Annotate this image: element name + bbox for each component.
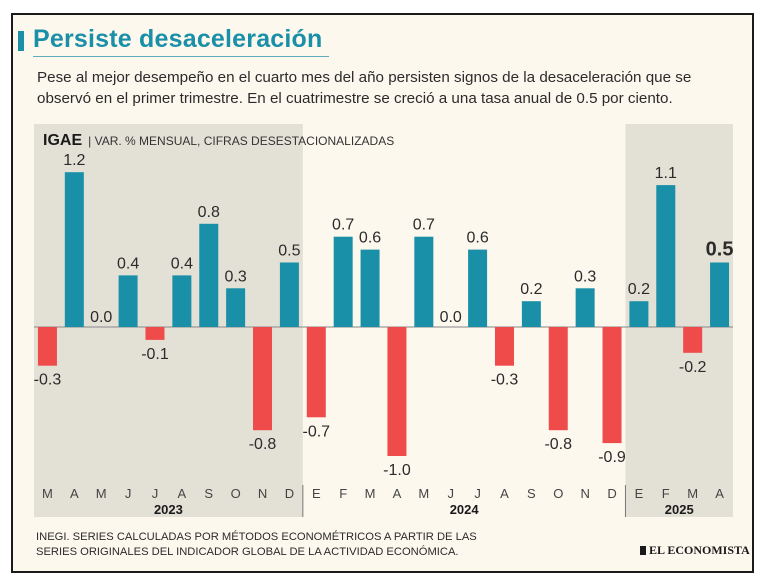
year-label-2023: 2023 — [154, 502, 183, 517]
bar-23 — [656, 185, 676, 327]
month-label-3: J — [125, 486, 132, 501]
bar-8 — [253, 327, 273, 431]
value-label-13: -1.0 — [383, 462, 411, 479]
bar-5 — [172, 275, 192, 327]
month-label-4: J — [152, 486, 159, 501]
month-label-14: M — [418, 486, 429, 501]
value-label-20: 0.3 — [574, 268, 596, 285]
value-label-17: -0.3 — [491, 372, 519, 389]
month-label-9: D — [285, 486, 294, 501]
logo-mark-icon — [640, 546, 646, 555]
value-label-8: -0.8 — [249, 436, 277, 453]
value-label-0: -0.3 — [34, 372, 62, 389]
bar-20 — [575, 288, 595, 327]
month-label-12: M — [365, 486, 376, 501]
indicator-description: | VAR. % MENSUAL, CIFRAS DESESTACIONALIZ… — [88, 134, 394, 148]
value-label-24: -0.2 — [679, 359, 707, 376]
month-label-25: A — [715, 486, 724, 501]
value-label-1: 1.2 — [63, 152, 85, 169]
month-label-0: M — [42, 486, 53, 501]
month-label-6: S — [204, 486, 213, 501]
value-label-5: 0.4 — [171, 255, 193, 272]
title-underline — [33, 56, 329, 57]
bar-4 — [145, 327, 165, 340]
bar-1 — [64, 172, 84, 327]
bar-13 — [387, 327, 407, 456]
title-accent-bar — [18, 31, 24, 51]
bar-7 — [226, 288, 246, 327]
value-label-11: 0.7 — [332, 217, 354, 234]
bar-6 — [199, 223, 219, 327]
month-label-13: A — [393, 486, 402, 501]
bar-11 — [333, 236, 353, 327]
bar-18 — [521, 301, 541, 327]
value-label-9: 0.5 — [278, 243, 300, 260]
bar-19 — [548, 327, 568, 431]
value-label-15: 0.0 — [440, 309, 462, 326]
month-label-24: M — [687, 486, 698, 501]
value-label-12: 0.6 — [359, 230, 381, 247]
publisher-name: EL ECONOMISTA — [649, 543, 750, 557]
month-label-10: E — [312, 486, 321, 501]
value-label-21: -0.9 — [598, 449, 626, 466]
month-label-19: O — [553, 486, 563, 501]
value-label-10: -0.7 — [302, 423, 330, 440]
month-label-21: D — [607, 486, 616, 501]
month-label-17: A — [500, 486, 509, 501]
month-label-11: F — [339, 486, 347, 501]
bar-10 — [306, 327, 326, 418]
month-label-18: S — [527, 486, 536, 501]
value-label-6: 0.8 — [198, 204, 220, 221]
bar-14 — [414, 236, 434, 327]
bar-3 — [118, 275, 138, 327]
year-label-2025: 2025 — [665, 502, 694, 517]
value-label-16: 0.6 — [466, 230, 488, 247]
value-label-2: 0.0 — [90, 309, 112, 326]
month-label-23: F — [662, 486, 670, 501]
value-label-4: -0.1 — [141, 346, 169, 363]
bar-9 — [279, 262, 299, 327]
bar-12 — [360, 249, 380, 327]
month-label-1: A — [70, 486, 79, 501]
value-label-14: 0.7 — [413, 217, 435, 234]
publisher-logo: EL ECONOMISTA — [640, 543, 750, 558]
chart-indicator-header: IGAE | VAR. % MENSUAL, CIFRAS DESESTACION… — [43, 132, 394, 149]
value-label-7: 0.3 — [225, 268, 247, 285]
bar-17 — [494, 327, 514, 366]
value-label-25: 0.5 — [706, 239, 734, 261]
bar-25 — [710, 262, 730, 327]
value-label-23: 1.1 — [655, 165, 677, 182]
value-label-18: 0.2 — [520, 281, 542, 298]
month-label-8: N — [258, 486, 267, 501]
source-note: INEGI. Series calculadas por métodos eco… — [36, 531, 477, 558]
bar-21 — [602, 327, 622, 444]
indicator-name: IGAE — [43, 132, 82, 149]
chart-subtitle: Pese al mejor desempeño en el cuarto mes… — [37, 69, 692, 107]
month-label-15: J — [447, 486, 454, 501]
chart-title: Persiste desaceleración — [33, 25, 323, 53]
month-label-5: A — [178, 486, 187, 501]
bar-22 — [629, 301, 649, 327]
month-label-2: M — [96, 486, 107, 501]
value-label-3: 0.4 — [117, 255, 139, 272]
year-label-2024: 2024 — [450, 502, 480, 517]
month-label-22: E — [635, 486, 644, 501]
bar-0 — [37, 327, 57, 366]
bar-16 — [468, 249, 488, 327]
month-label-16: J — [474, 486, 481, 501]
value-label-22: 0.2 — [628, 281, 650, 298]
bar-24 — [683, 327, 703, 353]
month-label-20: N — [580, 486, 589, 501]
value-label-19: -0.8 — [544, 436, 572, 453]
month-label-7: O — [231, 486, 241, 501]
